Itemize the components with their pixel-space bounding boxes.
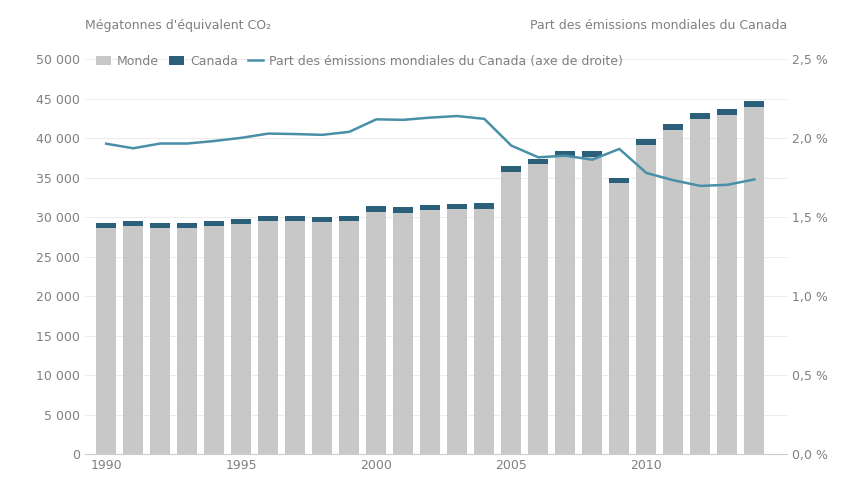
Bar <box>448 209 468 454</box>
Bar <box>663 124 684 129</box>
Bar <box>258 215 278 220</box>
Bar <box>501 166 521 171</box>
Bar <box>582 152 602 157</box>
Bar <box>609 178 629 183</box>
Bar <box>663 129 684 454</box>
Bar <box>448 204 468 209</box>
Text: Mégatonnes d'équivalent CO₂: Mégatonnes d'équivalent CO₂ <box>85 19 271 32</box>
Bar <box>690 113 711 119</box>
Part des émissions mondiales du Canada (axe de droite) <box>102 141 112 147</box>
Bar <box>177 223 197 228</box>
Part des émissions mondiales du Canada (axe de droite) <box>263 130 273 136</box>
Bar <box>636 139 656 145</box>
Bar <box>420 210 441 454</box>
Part des émissions mondiales du Canada (axe de droite) <box>668 177 678 183</box>
Bar <box>366 206 387 212</box>
Bar <box>393 207 414 212</box>
Part des émissions mondiales du Canada (axe de droite) <box>128 145 138 151</box>
Text: Part des émissions mondiales du Canada: Part des émissions mondiales du Canada <box>530 19 787 32</box>
Bar <box>123 226 143 454</box>
Part des émissions mondiales du Canada (axe de droite) <box>236 135 246 141</box>
Bar <box>393 212 414 454</box>
Bar <box>555 151 575 157</box>
Part des émissions mondiales du Canada (axe de droite) <box>371 117 382 123</box>
Part des émissions mondiales du Canada (axe de droite) <box>426 115 436 121</box>
Part des émissions mondiales du Canada (axe de droite) <box>695 183 706 189</box>
Bar <box>231 219 251 224</box>
Part des émissions mondiales du Canada (axe de droite) <box>533 154 543 160</box>
Bar <box>366 212 387 454</box>
Bar <box>717 109 738 115</box>
Part des émissions mondiales du Canada (axe de droite) <box>182 141 192 147</box>
Bar <box>258 220 278 454</box>
Bar <box>501 171 521 454</box>
Bar <box>312 217 332 222</box>
Bar <box>96 223 117 228</box>
Bar <box>528 165 548 454</box>
Bar <box>474 208 494 454</box>
Part des émissions mondiales du Canada (axe de droite) <box>209 138 219 144</box>
Part des émissions mondiales du Canada (axe de droite) <box>641 170 651 176</box>
Part des émissions mondiales du Canada (axe de droite) <box>506 143 516 149</box>
Part des émissions mondiales du Canada (axe de droite) <box>398 117 409 123</box>
Bar <box>420 205 441 210</box>
Part des émissions mondiales du Canada (axe de droite) <box>479 116 489 122</box>
Bar <box>582 157 602 454</box>
Bar <box>744 107 765 454</box>
Bar <box>636 145 656 454</box>
Bar <box>177 228 197 454</box>
Bar <box>474 203 494 208</box>
Part des émissions mondiales du Canada (axe de droite) <box>453 113 463 119</box>
Bar <box>204 226 224 454</box>
Part des émissions mondiales du Canada (axe de droite) <box>750 176 760 182</box>
Bar <box>339 216 360 221</box>
Bar <box>555 157 575 454</box>
Bar <box>609 183 629 454</box>
Part des émissions mondiales du Canada (axe de droite) <box>560 153 570 159</box>
Line: Part des émissions mondiales du Canada (axe de droite): Part des émissions mondiales du Canada (… <box>107 116 755 186</box>
Bar <box>123 221 143 226</box>
Bar <box>744 101 765 107</box>
Bar <box>285 220 305 454</box>
Bar <box>717 115 738 454</box>
Part des émissions mondiales du Canada (axe de droite) <box>614 146 624 152</box>
Bar <box>339 221 360 454</box>
Legend: Monde, Canada, Part des émissions mondiales du Canada (axe de droite): Monde, Canada, Part des émissions mondia… <box>91 50 629 73</box>
Bar <box>528 159 548 165</box>
Bar <box>96 228 117 454</box>
Part des émissions mondiales du Canada (axe de droite) <box>317 132 327 138</box>
Bar <box>150 228 170 454</box>
Bar <box>285 215 305 220</box>
Bar <box>690 119 711 454</box>
Part des émissions mondiales du Canada (axe de droite) <box>290 131 300 137</box>
Bar <box>312 222 332 454</box>
Bar <box>150 223 170 228</box>
Part des émissions mondiales du Canada (axe de droite) <box>155 141 165 147</box>
Part des émissions mondiales du Canada (axe de droite) <box>722 182 733 188</box>
Bar <box>204 221 224 226</box>
Bar <box>231 224 251 454</box>
Part des émissions mondiales du Canada (axe de droite) <box>344 129 354 135</box>
Part des émissions mondiales du Canada (axe de droite) <box>587 157 597 163</box>
